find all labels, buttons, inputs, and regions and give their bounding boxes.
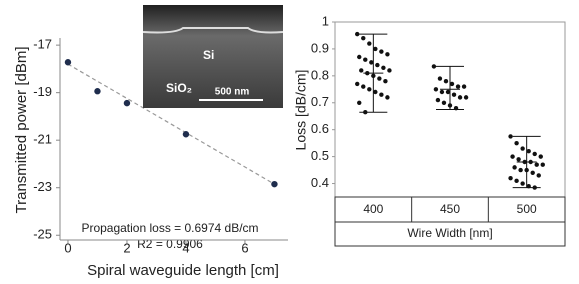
data-point: [464, 95, 468, 99]
x-tick-label: 450: [440, 202, 460, 216]
x-tick-label: 400: [363, 202, 383, 216]
annotation: Propagation loss = 0.6974 dB/cm: [81, 221, 258, 235]
y-tick-label: 0.5: [311, 148, 329, 163]
y-tick-label: 0.8: [311, 67, 329, 82]
data-point: [448, 103, 452, 107]
data-point: [539, 154, 543, 158]
x-tick-label: 500: [517, 202, 537, 216]
inset-image: Si SiO₂ 500 nm: [143, 5, 283, 108]
data-point: [355, 32, 359, 36]
data-point: [377, 76, 381, 80]
data-point: [518, 168, 522, 172]
data-point: [458, 95, 462, 99]
data-point: [526, 149, 530, 153]
data-point: [520, 146, 524, 150]
data-point: [524, 168, 528, 172]
data-point: [379, 49, 383, 53]
x-tick-label: 2: [123, 240, 130, 255]
data-point: [432, 64, 436, 68]
data-point: [375, 63, 379, 67]
data-point: [514, 141, 518, 145]
data-point: [183, 131, 189, 137]
data-point: [371, 74, 375, 78]
data-point: [367, 41, 371, 45]
data-point: [385, 52, 389, 56]
data-point: [357, 55, 361, 59]
data-point: [456, 84, 460, 88]
data-point: [355, 82, 359, 86]
data-point: [271, 181, 277, 187]
y-tick-label: -19: [33, 84, 52, 99]
data-point: [528, 160, 532, 164]
data-point: [533, 185, 537, 189]
data-point: [367, 87, 371, 91]
data-point: [444, 79, 448, 83]
data-point: [379, 92, 383, 96]
data-point: [516, 157, 520, 161]
data-point: [508, 134, 512, 138]
data-point: [361, 36, 365, 40]
figure: Transmitted power [dBm] Spiral waveguide…: [0, 0, 579, 284]
data-point: [363, 57, 367, 61]
data-point: [514, 179, 518, 183]
scale-label: 500 nm: [215, 87, 250, 98]
data-point: [454, 106, 458, 110]
data-point: [124, 100, 130, 106]
x-tick-label: 6: [241, 240, 248, 255]
data-point: [512, 165, 516, 169]
y-axis-title: Transmitted power [dBm]: [13, 47, 30, 214]
data-point: [369, 60, 373, 64]
y-axis-title: Loss [dB/cm]: [293, 70, 309, 151]
data-point: [440, 90, 444, 94]
data-point: [357, 101, 361, 105]
x-tick-label: 0: [64, 240, 71, 255]
x-tick-label: 4: [182, 240, 189, 255]
data-point: [535, 162, 539, 166]
x-axis-title: Wire Width [nm]: [407, 226, 492, 240]
annotation: R2 = 0.9906: [137, 237, 203, 251]
data-point: [373, 47, 377, 51]
data-point: [541, 162, 545, 166]
data-point: [452, 92, 456, 96]
data-point: [365, 71, 369, 75]
y-tick-label: -25: [33, 227, 52, 242]
y-tick-label: 0.9: [311, 40, 329, 55]
data-point: [450, 82, 454, 86]
data-point: [94, 88, 100, 94]
data-point: [387, 68, 391, 72]
data-point: [537, 173, 541, 177]
data-point: [434, 87, 438, 91]
x-axis-title: Spiral waveguide length [cm]: [87, 262, 279, 279]
data-point: [442, 101, 446, 105]
data-point: [520, 181, 524, 185]
data-point: [359, 68, 363, 72]
inset-label: Si: [203, 48, 214, 62]
y-tick-label: 0.6: [311, 121, 329, 136]
y-tick-label: 0.7: [311, 94, 329, 109]
data-point: [522, 160, 526, 164]
data-point: [381, 66, 385, 70]
data-point: [65, 59, 71, 65]
data-point: [373, 90, 377, 94]
data-point: [385, 95, 389, 99]
data-point: [508, 176, 512, 180]
data-point: [446, 90, 450, 94]
data-point: [533, 152, 537, 156]
data-point: [361, 84, 365, 88]
data-point: [526, 184, 530, 188]
y-tick-label: -21: [33, 132, 52, 147]
data-point: [363, 110, 367, 114]
y-tick-label: -17: [33, 37, 52, 52]
data-point: [436, 98, 440, 102]
y-tick-label: 0.4: [311, 175, 329, 190]
data-point: [462, 84, 466, 88]
y-tick-label: 1: [322, 13, 329, 28]
data-point: [383, 79, 387, 83]
data-point: [531, 171, 535, 175]
inset-label: SiO₂: [166, 81, 192, 95]
data-point: [510, 154, 514, 158]
y-tick-label: -23: [33, 179, 52, 194]
data-point: [438, 76, 442, 80]
